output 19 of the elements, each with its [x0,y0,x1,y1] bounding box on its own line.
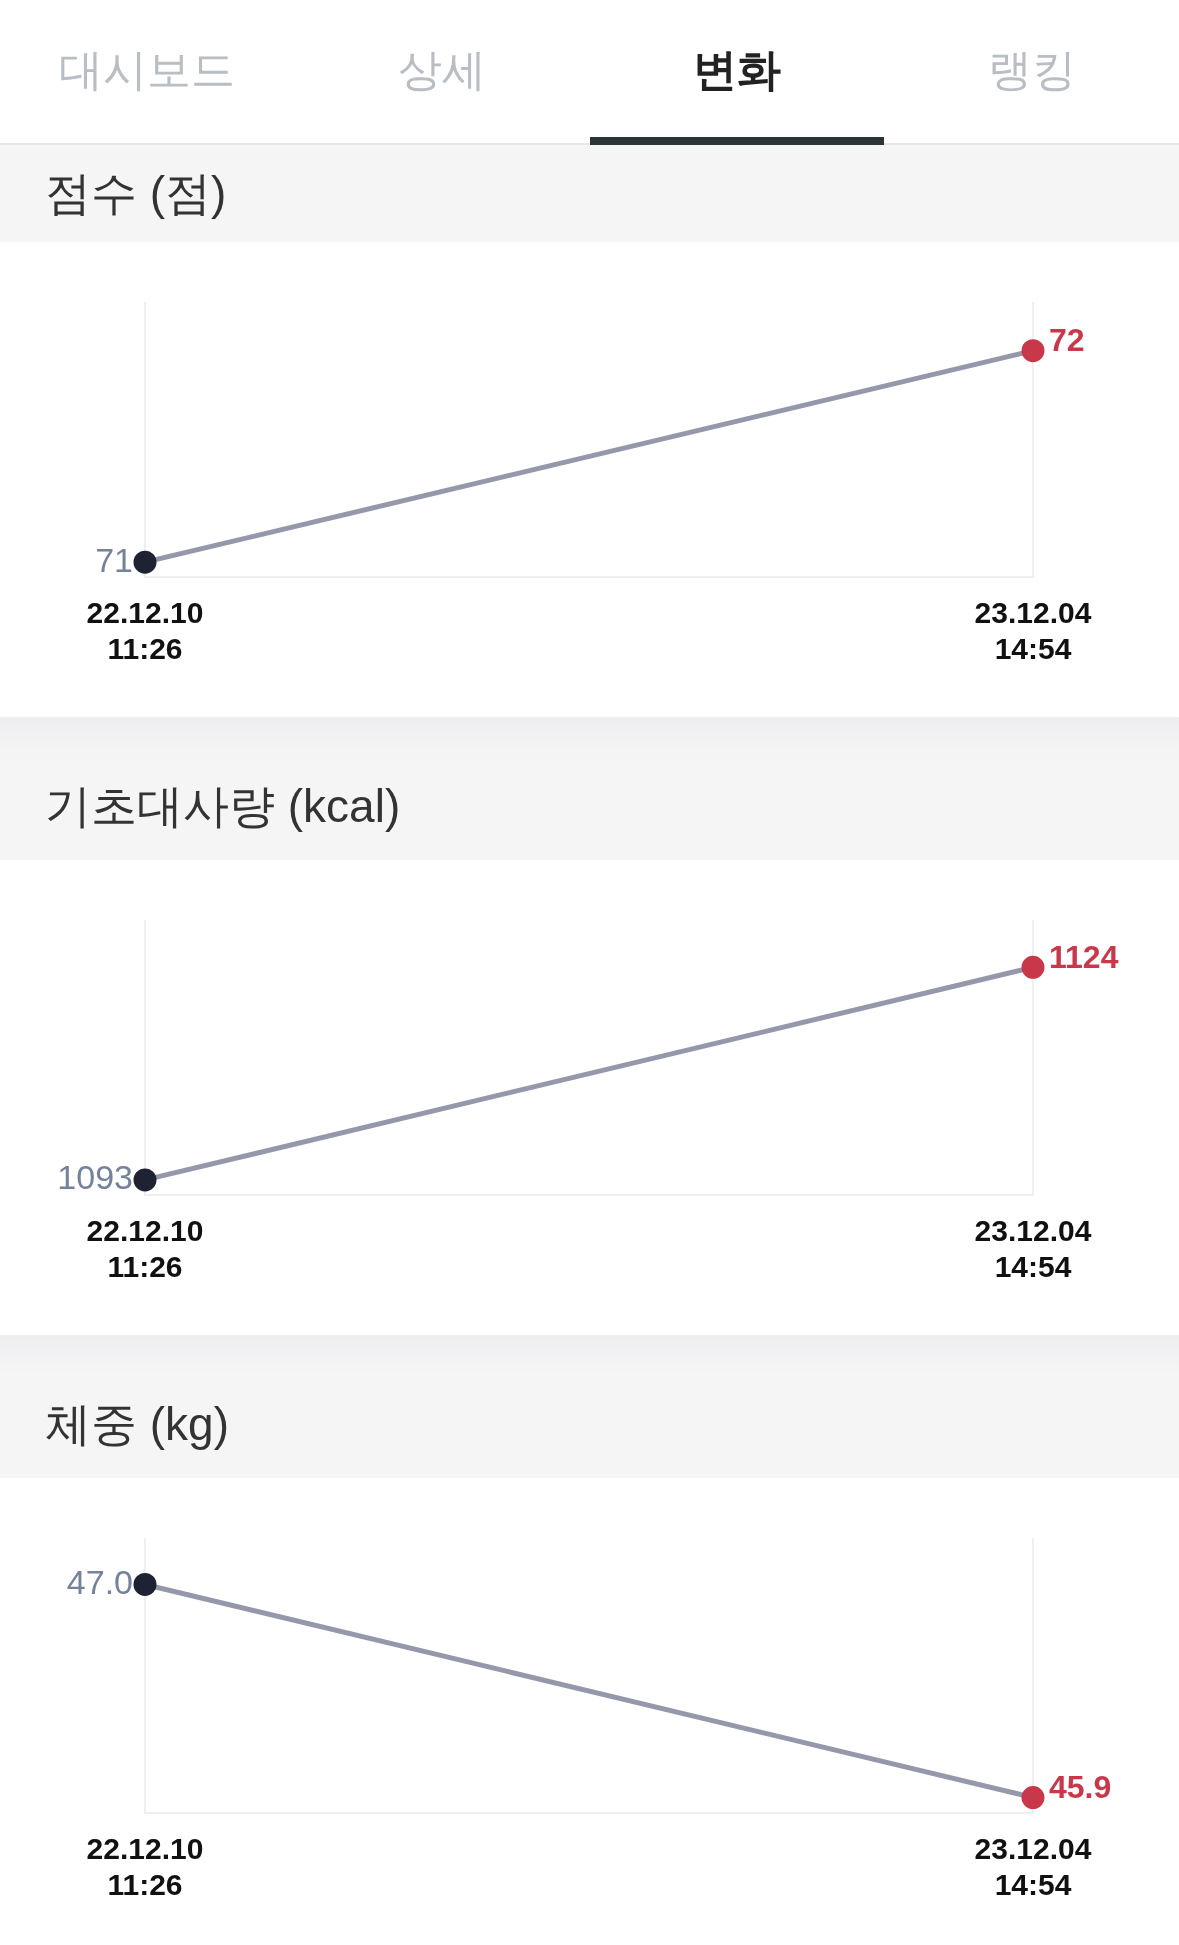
data-label: 47.0 [66,1562,133,1601]
x-tick-label: 23.12.04 14:54 [974,596,1092,666]
chart-title: 기초대사량 (kcal) [0,717,1179,860]
x-tick-label: 22.12.10 11:26 [86,1832,204,1902]
text: 상세 [397,44,488,96]
text: 변화 [589,0,885,143]
data-label: 1124 [1049,939,1119,976]
x-tick-label: 23.12.04 14:54 [974,1832,1092,1902]
data-label: 1093 [57,1158,133,1197]
x-tick-label: 23.12.04 14:54 [974,1214,1092,1284]
data-label: 72 [1049,322,1085,359]
chart-title: 체중 (kg) [0,1335,1179,1478]
data-label: 71 [95,540,133,579]
x-tick-label: 22.12.10 11:26 [86,596,204,666]
x-tick-label: 22.12.10 11:26 [86,1214,204,1284]
chart-title: 점수 (점) [0,145,1179,242]
data-label: 45.9 [1049,1769,1112,1806]
text: 대시보드 [58,44,237,96]
text: 랭킹 [986,44,1077,96]
